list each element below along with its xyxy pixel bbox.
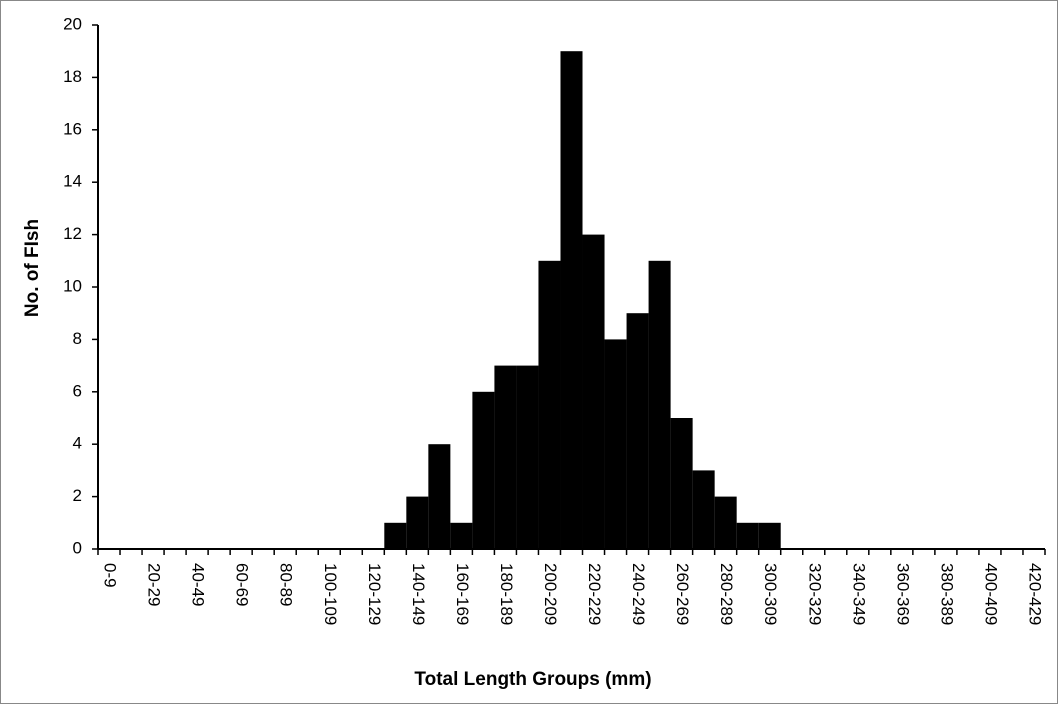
x-tick-label: 0-9 (101, 563, 120, 588)
x-tick-label: 180-189 (497, 563, 516, 625)
y-tick-label: 16 (63, 119, 82, 138)
x-tick-label: 280-289 (717, 563, 736, 625)
bar (406, 496, 429, 549)
y-tick-label: 12 (63, 224, 82, 243)
x-tick-label: 200-209 (541, 563, 560, 625)
bar (626, 313, 649, 549)
x-tick-label: 80-89 (277, 563, 296, 606)
bar (758, 522, 781, 549)
y-tick-label: 20 (63, 14, 82, 33)
bar (472, 391, 495, 549)
bar (450, 522, 473, 549)
y-tick-label: 0 (73, 538, 82, 557)
bar (736, 522, 759, 549)
bar (384, 522, 407, 549)
y-tick-label: 10 (63, 276, 82, 295)
x-tick-label: 420-429 (1026, 563, 1045, 625)
x-tick-label: 400-409 (981, 563, 1000, 625)
x-tick-label: 140-149 (409, 563, 428, 625)
x-tick-label: 300-309 (761, 563, 780, 625)
x-tick-label: 160-169 (453, 563, 472, 625)
bar (428, 444, 451, 549)
bar (494, 365, 517, 549)
x-tick-label: 340-349 (849, 563, 868, 625)
y-tick-label: 4 (73, 434, 82, 453)
x-tick-label: 40-49 (189, 563, 208, 606)
bar (582, 234, 605, 549)
bar (604, 339, 627, 549)
x-tick-label: 320-329 (805, 563, 824, 625)
bar (692, 470, 715, 549)
x-tick-label: 360-369 (893, 563, 912, 625)
y-tick-label: 6 (73, 381, 82, 400)
x-axis-title: Total Length Groups (mm) (414, 669, 651, 690)
x-tick-label: 60-69 (233, 563, 252, 606)
bar (714, 496, 737, 549)
bar (648, 260, 671, 549)
x-tick-label: 240-249 (629, 563, 648, 625)
bar (516, 365, 539, 549)
bar (538, 260, 561, 549)
x-tick-label: 20-29 (145, 563, 164, 606)
x-tick-label: 260-269 (673, 563, 692, 625)
x-tick-label: 120-129 (365, 563, 384, 625)
y-tick-label: 2 (73, 486, 82, 505)
x-tick-label: 100-109 (321, 563, 340, 625)
y-tick-label: 8 (73, 329, 82, 348)
bar (560, 51, 583, 549)
y-tick-label: 18 (63, 67, 82, 86)
x-tick-label: 380-389 (937, 563, 956, 625)
y-axis-title: No. of FIsh (22, 219, 43, 317)
x-tick-label: 220-229 (585, 563, 604, 625)
y-tick-label: 14 (63, 172, 82, 191)
bar (670, 418, 693, 549)
